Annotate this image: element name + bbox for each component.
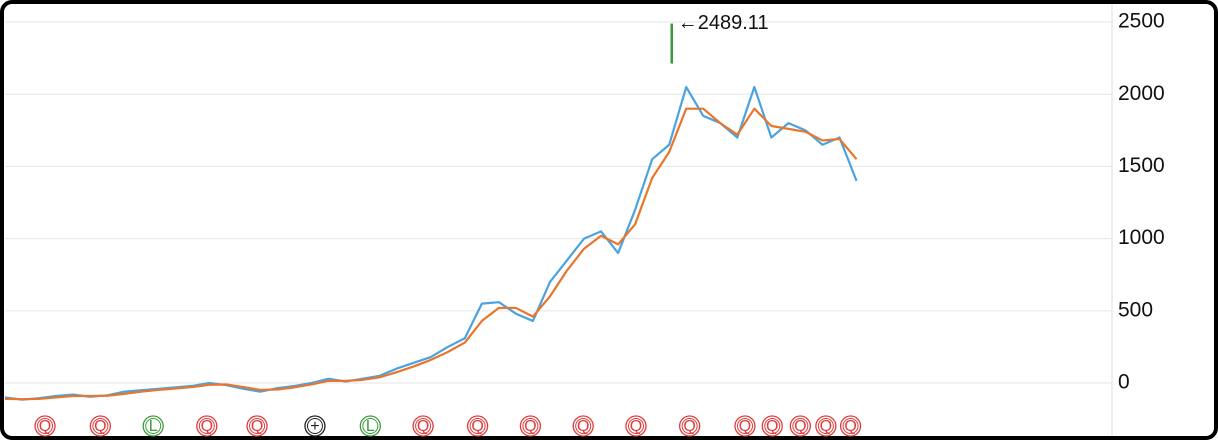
y-tick-label: 500 bbox=[1118, 298, 1153, 321]
event-label: Q bbox=[417, 418, 429, 435]
event-label: Q bbox=[683, 418, 695, 435]
event-marker-inner bbox=[764, 418, 781, 434]
price-line bbox=[4, 107, 858, 401]
event-marker-inner bbox=[198, 418, 215, 434]
event-label: Q bbox=[630, 418, 642, 435]
event-label: Q bbox=[201, 418, 213, 435]
event-label: Q bbox=[766, 418, 778, 435]
event-label: Q bbox=[524, 418, 536, 435]
event-label: Q bbox=[577, 418, 589, 435]
event-marker-inner bbox=[575, 418, 592, 434]
event-label: Q bbox=[844, 418, 856, 435]
event-marker-inner bbox=[469, 418, 486, 434]
y-tick-label: 1000 bbox=[1118, 226, 1165, 249]
event-marker-inner bbox=[817, 418, 834, 434]
event-label: L bbox=[366, 418, 375, 435]
event-marker-inner bbox=[249, 418, 266, 434]
y-tick-label: 1500 bbox=[1118, 154, 1165, 177]
peak-label: ←2489.11 bbox=[678, 12, 769, 34]
event-marker-inner bbox=[736, 418, 753, 434]
event-marker-inner bbox=[92, 418, 109, 434]
event-label: Q bbox=[251, 418, 263, 435]
y-tick-label: 2500 bbox=[1118, 10, 1165, 33]
event-label: Q bbox=[820, 418, 832, 435]
event-label: Q bbox=[794, 418, 806, 435]
y-tick-label: 2000 bbox=[1118, 82, 1165, 105]
event-marker-inner bbox=[792, 418, 809, 434]
event-marker-inner bbox=[145, 418, 162, 434]
event-label: Q bbox=[471, 418, 483, 435]
event-label: Q bbox=[39, 418, 51, 435]
event-label: + bbox=[310, 418, 319, 435]
event-marker-inner bbox=[522, 418, 539, 434]
event-marker-inner bbox=[415, 418, 432, 434]
event-marker-inner bbox=[37, 418, 54, 434]
event-marker-inner bbox=[306, 418, 323, 434]
y-tick-label: 0 bbox=[1118, 371, 1130, 394]
event-label: Q bbox=[94, 418, 106, 435]
event-marker-inner bbox=[627, 418, 644, 434]
event-label: L bbox=[149, 418, 158, 435]
event-marker-inner bbox=[681, 418, 698, 434]
event-label: Q bbox=[739, 418, 751, 435]
event-marker-inner bbox=[842, 418, 859, 434]
event-marker-inner bbox=[362, 418, 379, 434]
price-line bbox=[4, 85, 858, 401]
